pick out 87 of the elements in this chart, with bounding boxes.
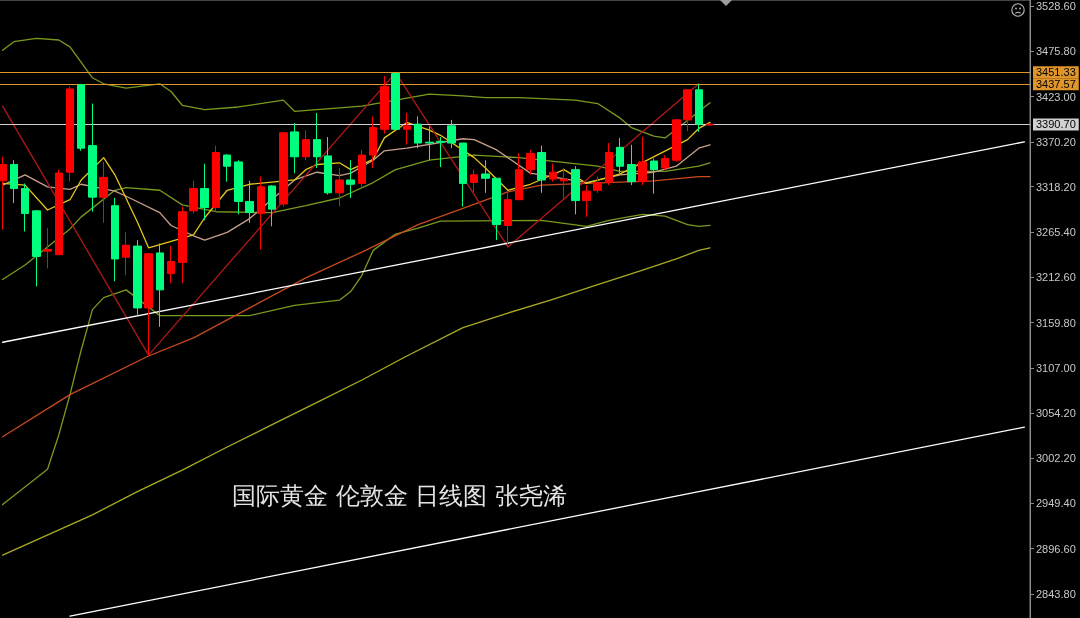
candlestick (661, 154, 669, 171)
y-tick-label: 3318.20 (1036, 180, 1076, 193)
candlestick (605, 142, 613, 186)
candlestick (268, 184, 276, 227)
candlestick (695, 83, 703, 133)
candlestick (650, 158, 658, 195)
y-tick-label: 3265.40 (1036, 226, 1076, 238)
candlestick (706, 122, 714, 127)
candlestick (481, 159, 490, 194)
candlestick (537, 145, 546, 194)
annotation: 国际黄金 伦敦金 日线图 张尧浠 (232, 482, 567, 510)
candlestick (593, 176, 602, 194)
candlestick (403, 112, 411, 146)
candlestick (447, 119, 456, 149)
candlestick (358, 149, 366, 190)
candlestick (88, 103, 97, 213)
candlestick (492, 177, 501, 241)
ref-line-label: 3451.33 (1036, 66, 1076, 79)
y-tick-label: 3107.00 (1036, 362, 1076, 374)
candlestick (526, 149, 535, 176)
candlestick (582, 184, 591, 218)
candlestick (66, 85, 74, 183)
candlestick (515, 152, 523, 201)
ref-line-label: 3390.70 (1036, 118, 1076, 131)
candlestick (425, 126, 434, 161)
candlestick (234, 159, 243, 215)
candlestick (55, 169, 63, 256)
candlestick (549, 163, 557, 183)
candlestick (156, 243, 164, 328)
candlestick (144, 252, 153, 356)
candlestick (245, 180, 254, 224)
candlestick (10, 159, 18, 204)
candlestick (459, 142, 467, 208)
candlestick (99, 161, 108, 224)
candlestick (223, 153, 231, 183)
candlestick (335, 167, 344, 208)
candlestick (167, 245, 175, 284)
y-tick-label: 3054.20 (1036, 407, 1076, 420)
y-tick-label: 3423.00 (1036, 90, 1076, 103)
candlestick (571, 165, 580, 215)
candlestick (391, 72, 400, 131)
candlestick (683, 88, 692, 132)
candlestick (77, 83, 85, 152)
candlestick (189, 180, 198, 214)
ref-line-label: 3437.57 (1036, 78, 1076, 91)
candlestick (290, 122, 299, 174)
y-tick-label: 3528.60 (1036, 0, 1076, 13)
y-tick-label: 3002.20 (1036, 451, 1076, 464)
candlestick (470, 169, 478, 193)
candlestick (346, 159, 355, 199)
y-tick-label: 2896.60 (1036, 542, 1076, 555)
candlestick (616, 137, 624, 174)
candlestick (504, 192, 512, 248)
candlestick (200, 163, 209, 221)
candlestick (133, 239, 142, 316)
line-series (1, 175, 711, 438)
line-series (1, 213, 711, 506)
candlestick (32, 209, 41, 287)
candlestick (43, 227, 52, 269)
y-tick-label: 3370.20 (1036, 136, 1076, 149)
candlestick (122, 231, 130, 276)
candlestick (324, 136, 332, 196)
candlestick (560, 167, 568, 201)
candlestick (436, 136, 445, 168)
y-tick-label: 3212.60 (1036, 271, 1076, 284)
candlestick (414, 115, 422, 149)
candlestick (212, 145, 220, 213)
candlestick (21, 182, 29, 232)
candlestick (638, 136, 647, 186)
candlestick (257, 176, 265, 251)
candlestick (672, 118, 681, 163)
candlestick (627, 144, 636, 186)
candlestick (111, 197, 119, 282)
line-series (1, 37, 711, 139)
candlestick (0, 156, 7, 231)
line-series (1, 154, 711, 281)
candlestick (369, 115, 377, 169)
candlestick (279, 131, 288, 208)
candlestick (302, 129, 310, 161)
y-tick-label: 2843.80 (1036, 587, 1076, 600)
candlestick (380, 75, 389, 135)
y-tick-label: 3475.80 (1036, 45, 1076, 58)
y-tick-label: 3159.80 (1036, 316, 1076, 329)
line-series (1, 247, 711, 556)
candlestick (178, 206, 187, 284)
y-tick-label: 2949.40 (1036, 497, 1076, 510)
candlestick (313, 112, 321, 169)
